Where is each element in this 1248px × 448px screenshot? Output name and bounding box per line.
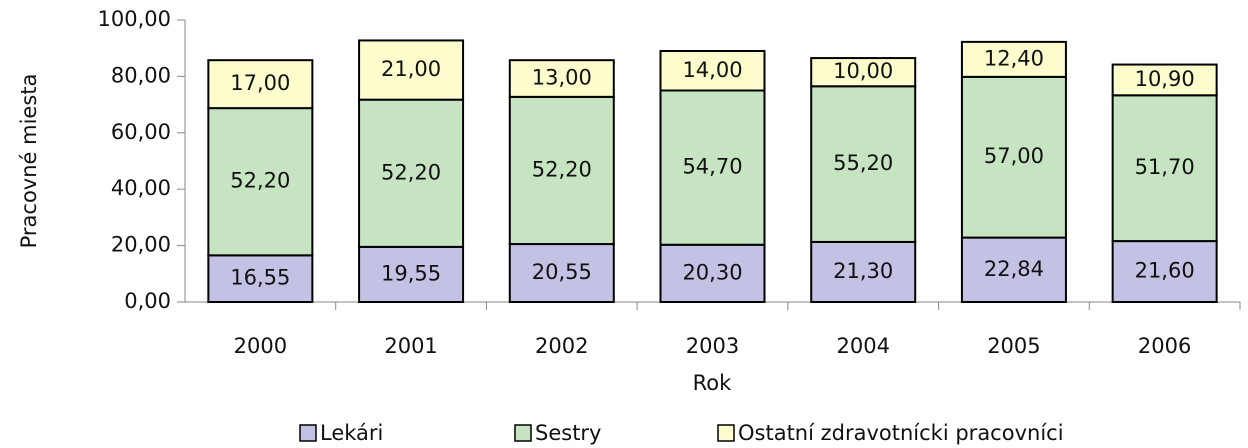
bar-segment: [960, 40, 1067, 78]
x-tick-label: 2003: [686, 334, 739, 358]
bar-segment: [1111, 63, 1218, 97]
data-label: 20,30: [682, 260, 742, 284]
bar-segment: [659, 50, 766, 92]
data-label: 21,60: [1135, 259, 1195, 283]
data-label: 21,30: [833, 259, 893, 283]
data-label: 52,20: [381, 160, 441, 184]
data-label: 52,20: [230, 169, 290, 193]
data-label: 52,20: [532, 157, 592, 181]
data-label: 13,00: [532, 66, 592, 90]
y-tick-label: 60,00: [111, 120, 171, 144]
data-label: 16,55: [230, 266, 290, 290]
data-label: 51,70: [1135, 155, 1195, 179]
bar-segment: [207, 107, 314, 257]
data-label: 19,55: [381, 261, 441, 285]
bar-segment: [1111, 94, 1218, 243]
data-label: 20,55: [532, 260, 592, 284]
legend-label: Sestry: [535, 421, 602, 445]
data-label: 17,00: [230, 71, 290, 95]
bar-segment: [358, 39, 465, 101]
bar-segment: [810, 57, 917, 88]
bar-segment: [358, 245, 465, 304]
bar-segment: [960, 236, 1067, 303]
bar-segment: [508, 59, 615, 98]
x-axis-label: Rok: [693, 371, 732, 395]
legend-label: Ostatní zdravotnícki pracovníci: [738, 421, 1064, 445]
legend-swatch: [514, 424, 532, 442]
data-label: 12,40: [984, 46, 1044, 70]
bar-segment: [207, 59, 314, 110]
x-tick-label: 2004: [836, 334, 889, 358]
data-label: 55,20: [833, 151, 893, 175]
legend-swatch: [299, 424, 317, 442]
data-label: 54,70: [682, 155, 742, 179]
bar-segment: [810, 240, 917, 304]
bar-segment: [810, 85, 917, 243]
x-tick-label: 2002: [535, 334, 588, 358]
bar-segment: [358, 98, 465, 248]
legend-swatch: [717, 424, 735, 442]
bar-segment: [960, 75, 1067, 239]
data-label: 10,90: [1135, 67, 1195, 91]
y-axis-label: Pracovné miesta: [17, 74, 41, 249]
legend-label: Lekári: [320, 421, 383, 445]
y-tick-label: 80,00: [111, 63, 171, 87]
x-tick-label: 2006: [1138, 334, 1191, 358]
bar-segment: [1111, 240, 1218, 303]
x-tick-label: 2000: [234, 334, 287, 358]
y-tick-label: 0,00: [124, 289, 171, 313]
data-label: 10,00: [833, 59, 893, 83]
y-tick-label: 40,00: [111, 176, 171, 200]
x-tick-label: 2001: [384, 334, 437, 358]
x-tick-label: 2005: [987, 334, 1040, 358]
y-tick-label: 100,00: [98, 7, 171, 31]
bar-segment: [508, 95, 615, 246]
data-label: 21,00: [381, 57, 441, 81]
data-label: 22,84: [984, 257, 1044, 281]
y-tick-label: 20,00: [111, 233, 171, 257]
bar-segment: [659, 243, 766, 303]
bar-segment: [659, 89, 766, 246]
data-label: 57,00: [984, 144, 1044, 168]
data-label: 14,00: [682, 58, 742, 82]
